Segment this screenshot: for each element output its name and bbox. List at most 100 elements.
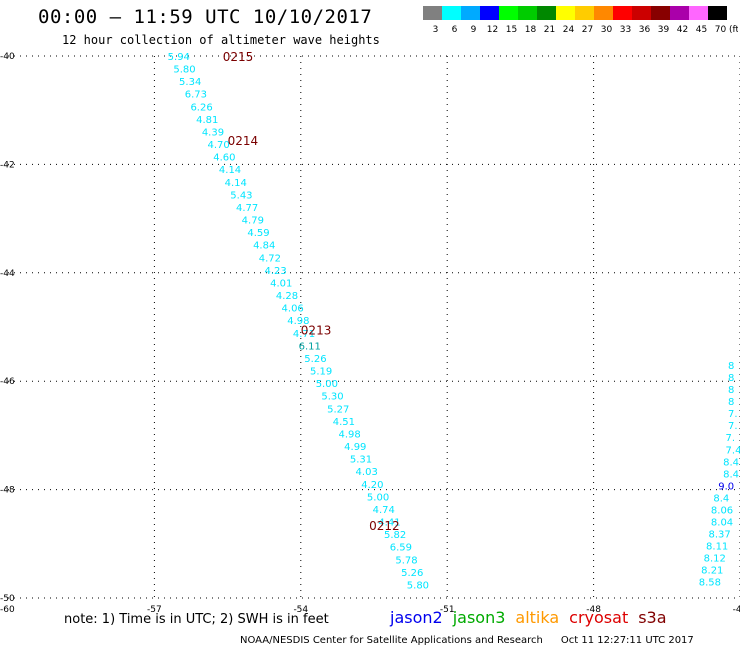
swh-value: 4.60 [213, 153, 235, 164]
legend-label-27: 27 [582, 25, 593, 35]
swh-value: 5.19 [310, 367, 332, 378]
legend-swatch-36 [632, 6, 651, 20]
satellite-jason3: jason3 [452, 608, 506, 627]
swh-value: 4.98 [338, 429, 360, 440]
swh-value: 8.11 [706, 542, 728, 553]
swh-value: 5.00 [316, 379, 338, 390]
legend-swatch-12 [480, 6, 499, 20]
swh-value: 4.77 [236, 203, 258, 214]
legend-label-15: 15 [506, 25, 517, 35]
swh-value: 5.78 [395, 555, 417, 566]
swh-value: 4.51 [333, 417, 355, 428]
credit-line: NOAA/NESDIS Center for Satellite Applica… [240, 635, 694, 646]
axis-ticks: -57 -54 -51 -48 -45 -40 -42 -44 -46 -48 -50-60 [0, 52, 740, 615]
swh-value: 8 [728, 397, 734, 408]
swh-value: 8.4 [723, 469, 739, 480]
swh-value: 6.73 [185, 90, 207, 101]
satellite-cryosat: cryosat [569, 608, 629, 627]
swh-value: 4.39 [202, 127, 224, 138]
grid-lines [8, 55, 740, 599]
swh-value: 8.21 [701, 566, 723, 577]
swh-value: 8.12 [704, 554, 726, 565]
swh-value: 4.41 [378, 518, 400, 529]
legend-swatch-33 [613, 6, 632, 20]
y-tick-label: -44 [0, 269, 15, 279]
swh-value: 8.37 [708, 530, 730, 541]
x-tick-label: -57 [147, 605, 162, 615]
generated-timestamp: Oct 11 12:27:11 UTC 2017 [560, 635, 694, 646]
legend-label-42: 42 [677, 25, 688, 35]
y-tick-label: -42 [0, 160, 15, 170]
legend-label-21: 21 [544, 25, 555, 35]
swh-value: 6.11 [299, 341, 321, 352]
swh-value: 5.80 [407, 580, 429, 591]
swh-value: 4.72 [259, 253, 281, 264]
swh-value: 8.04 [711, 518, 733, 529]
swh-value: 5.82 [384, 530, 406, 541]
legend-swatch-15 [499, 6, 518, 20]
swh-value: 4.98 [287, 316, 309, 327]
legend-swatch-42 [670, 6, 689, 20]
swh-value: 8.4 [723, 457, 739, 468]
legend-swatch-45 [689, 6, 708, 20]
swh-value: 4.01 [270, 278, 292, 289]
swh-value: 4.14 [219, 165, 241, 176]
legend-swatch-9 [461, 6, 480, 20]
legend-swatch-6 [442, 6, 461, 20]
x-tick-label: -48 [586, 605, 601, 615]
x-tick-label: -51 [440, 605, 455, 615]
swh-value: 4.59 [247, 228, 269, 239]
x-tick-label: -54 [293, 605, 308, 615]
time-label: 0215 [223, 50, 254, 64]
swh-value: 4.81 [196, 115, 218, 126]
footer-note: note: 1) Time is in UTC; 2) SWH is in fe… [64, 612, 329, 627]
swh-value: 5.94 [168, 52, 190, 63]
legend-label-30: 30 [601, 25, 613, 35]
time-label: 0214 [228, 134, 259, 148]
swh-value: 5.00 [367, 492, 389, 503]
legend-label-24: 24 [563, 25, 575, 35]
swh-value: 5.80 [173, 65, 195, 76]
legend-label-9: 9 [471, 25, 477, 35]
swh-value: 7. [726, 433, 736, 444]
swh-value: 8 [728, 373, 734, 384]
legend-swatch-39 [651, 6, 670, 20]
swh-value: 4.99 [344, 442, 366, 453]
legend-label-3: 3 [433, 25, 439, 35]
legend-label-12: 12 [487, 25, 498, 35]
swh-value: 5.30 [321, 392, 343, 403]
legend-label-18: 18 [525, 25, 537, 35]
swh-value: 4.74 [373, 505, 395, 516]
legend-swatch-24 [556, 6, 575, 20]
legend-swatch-70 [708, 6, 727, 20]
legend-swatch-30 [594, 6, 613, 20]
time-label: 0213 [301, 324, 332, 338]
legend-label-36: 36 [639, 25, 651, 35]
swh-value: 8.58 [699, 578, 721, 589]
swh-value: 5.27 [327, 404, 349, 415]
legend-swatch-27 [575, 6, 594, 20]
swh-value: 4.20 [361, 480, 383, 491]
swh-value: 8 [728, 385, 734, 396]
legend-label-70: 70 [715, 25, 727, 35]
swh-value: 4.28 [276, 291, 298, 302]
x-tick-label: -45 [733, 605, 740, 615]
legend-label-39: 39 [658, 25, 670, 35]
swh-value: 6.26 [190, 102, 212, 113]
swh-value: 9.0 [718, 481, 734, 492]
swh-value: 8.4 [713, 493, 729, 504]
legend-label-33: 33 [620, 25, 631, 35]
y-tick-label: -40 [0, 52, 15, 62]
swh-value: 4.23 [264, 266, 286, 277]
legend-label-6: 6 [452, 25, 458, 35]
swh-value: 7. [728, 421, 738, 432]
swh-value: 4.14 [225, 178, 247, 189]
legend-label-45: 45 [696, 25, 707, 35]
satellite-legend: jason2 jason3 altika cryosat s3a [390, 608, 677, 627]
time-label: 0212 [369, 519, 400, 533]
credit-text: NOAA/NESDIS Center for Satellite Applica… [240, 635, 543, 646]
satellite-s3a: s3a [638, 608, 667, 627]
legend-swatch-21 [537, 6, 556, 20]
